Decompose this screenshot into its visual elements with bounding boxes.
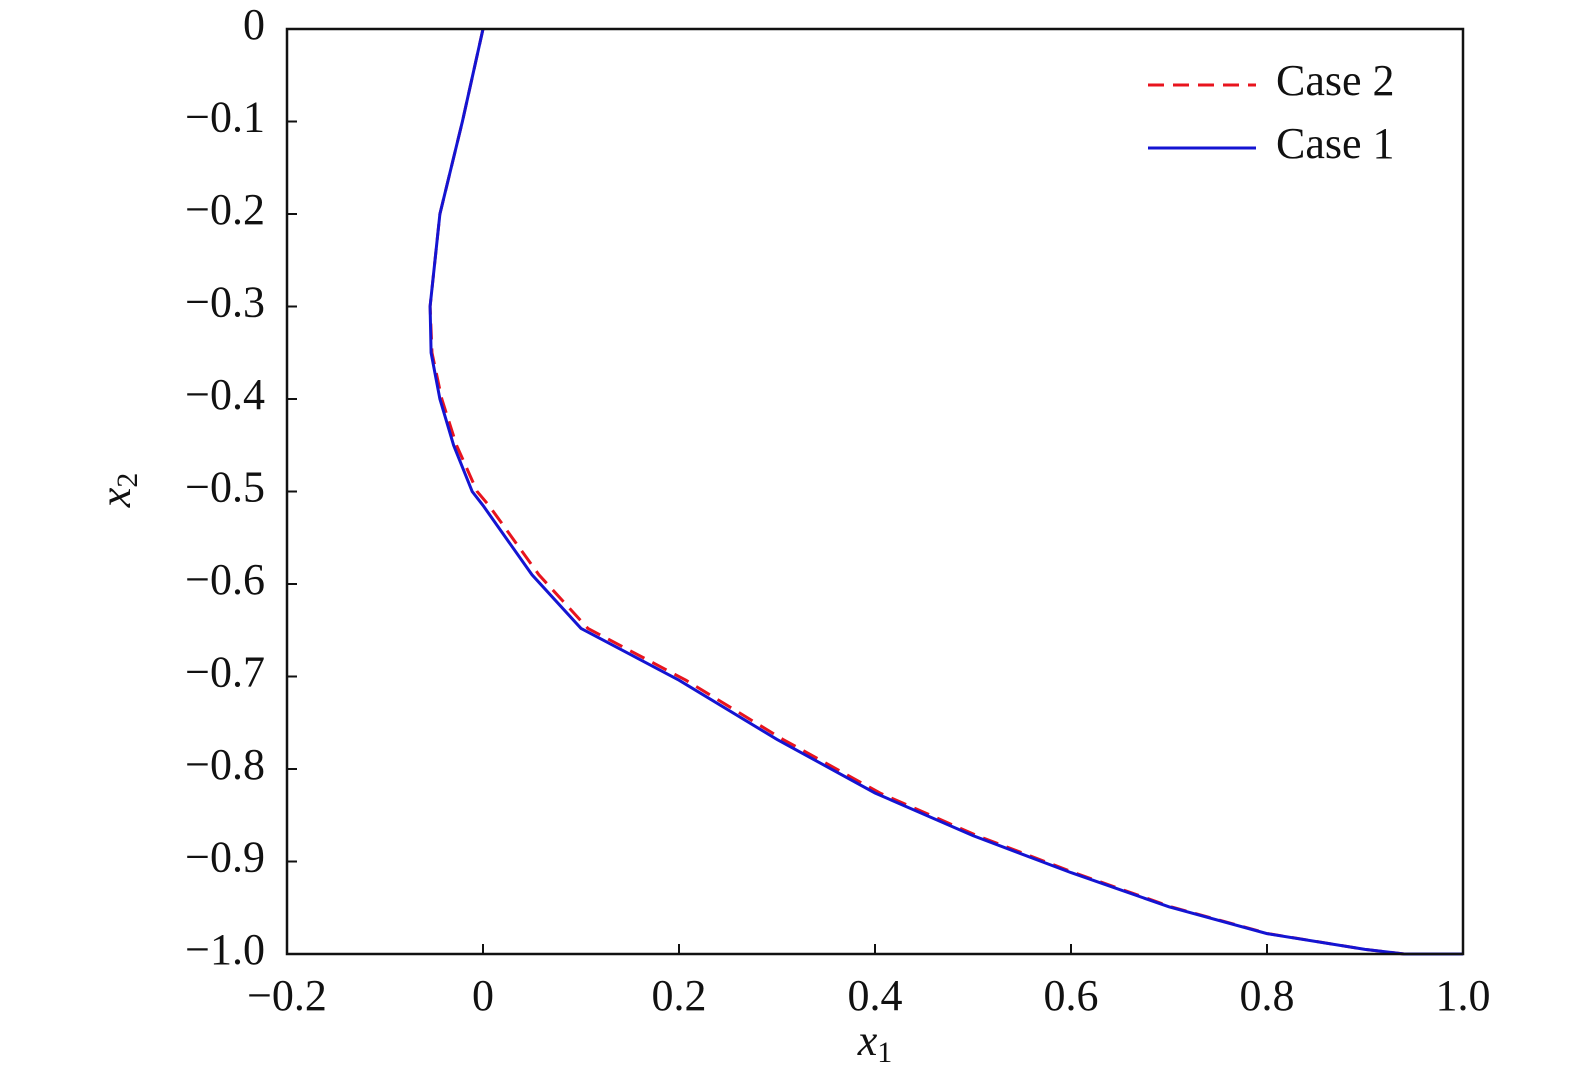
y-tick-label: −1.0 — [185, 925, 265, 974]
legend-label: Case 1 — [1276, 119, 1395, 168]
x-tick-label: 0 — [472, 971, 494, 1020]
y-tick-label: −0.8 — [185, 740, 265, 789]
y-tick-label: −0.5 — [185, 463, 265, 512]
y-tick-label: −0.9 — [185, 833, 265, 882]
x-tick-label: 0.4 — [848, 971, 903, 1020]
x-tick-label: −0.2 — [247, 971, 327, 1020]
y-tick-label: −0.3 — [185, 278, 265, 327]
series-line — [428, 28, 1463, 956]
plot-frame — [285, 27, 1465, 956]
series-line — [428, 28, 1463, 956]
x-tick-label: 1.0 — [1436, 971, 1491, 1020]
y-tick-label: −0.4 — [185, 370, 265, 419]
legend-label: Case 2 — [1276, 56, 1395, 105]
y-tick-label: 0 — [243, 0, 265, 49]
y-tick-label: −0.7 — [185, 648, 265, 697]
y-tick-label: −0.1 — [185, 93, 265, 142]
x-tick-label: 0.2 — [652, 971, 707, 1020]
y-tick-label: −0.2 — [185, 185, 265, 234]
x-tick-label: 0.6 — [1044, 971, 1099, 1020]
y-axis-label: x2 — [91, 473, 144, 509]
x-axis-label: x1 — [857, 1016, 893, 1069]
x-tick-label: 0.8 — [1240, 971, 1295, 1020]
y-tick-label: −0.6 — [185, 555, 265, 604]
